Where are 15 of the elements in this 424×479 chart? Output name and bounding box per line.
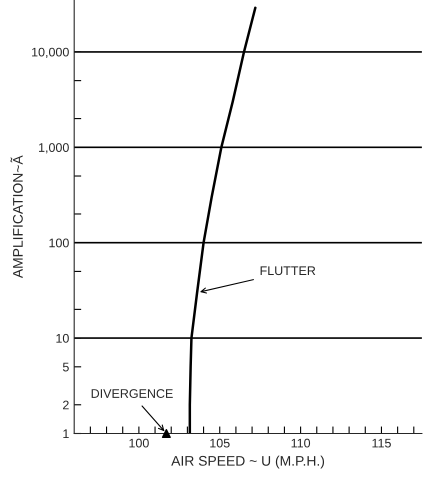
x-tick-label: 100 (129, 438, 149, 448)
x-tick-label: 105 (210, 438, 230, 448)
y-tick-label: 1 (63, 429, 69, 438)
annotation: FLUTTER (260, 266, 316, 276)
y-axis-title: AMPLIFICATION~Ã (10, 155, 23, 278)
y-tick-label: 1,000 (39, 143, 69, 154)
y-tick-label: 10 (56, 334, 69, 343)
y-tick-label: 5 (62, 362, 69, 372)
y-tick-label: 2 (63, 400, 69, 410)
annotation: DIVERGENCE (92, 389, 173, 398)
x-axis-title: AIR SPEED ~ U (M.P.H.) (171, 456, 324, 469)
y-tick-label: 10,000 (32, 48, 69, 58)
x-tick-label: 110 (292, 438, 310, 448)
x-tick-label: 115 (372, 438, 391, 448)
y-tick-label: 100 (49, 238, 69, 248)
